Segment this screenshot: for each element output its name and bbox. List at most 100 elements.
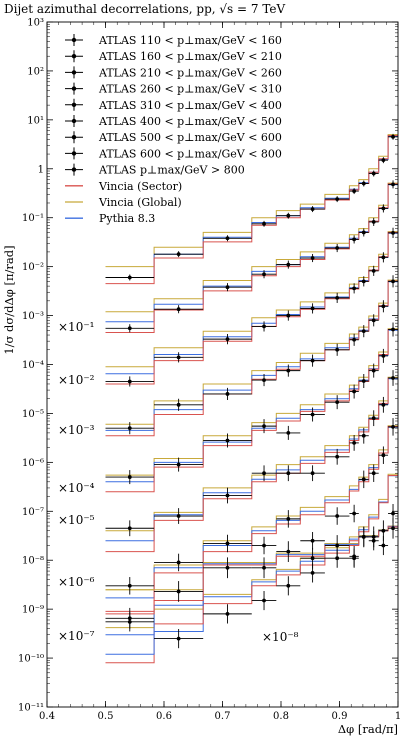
data-point (127, 426, 132, 431)
data-point (352, 389, 357, 394)
y-tick-label: 10⁻³ (22, 311, 44, 322)
data-point (127, 475, 132, 479)
legend-entry: ATLAS 600 < p⊥max/GeV < 800 (98, 147, 282, 160)
y-tick-label: 10⁻⁸ (22, 556, 44, 567)
sector-histogram (105, 135, 398, 285)
scale-annotation: ×10⁻³ (58, 423, 95, 437)
data-point (127, 326, 132, 331)
legend-marker-point (71, 54, 77, 59)
data-point (381, 402, 386, 407)
data-point (391, 511, 395, 516)
data-points (105, 133, 398, 649)
legend-entry: ATLAS 310 < p⊥max/GeV < 400 (98, 99, 282, 112)
data-point (381, 304, 386, 309)
data-point (361, 379, 366, 383)
data-point (225, 541, 230, 546)
sector-histogram (105, 183, 398, 333)
pythia-histogram (105, 281, 398, 431)
data-point (262, 424, 266, 429)
data-point (381, 206, 386, 211)
scale-annotation: ×10⁻² (58, 373, 95, 387)
data-point (176, 462, 181, 467)
data-point (262, 598, 266, 603)
y-tick-label: 10³ (27, 18, 44, 29)
data-point (176, 514, 181, 518)
y-tick-label: 10⁻⁴ (22, 360, 44, 371)
y-tick-label: 10¹ (27, 115, 44, 126)
data-point (286, 368, 291, 373)
data-point (286, 549, 291, 554)
data-point (310, 306, 315, 311)
data-point (310, 358, 315, 363)
sector-histogram (105, 475, 398, 664)
sector-histogram (105, 426, 398, 612)
data-point (310, 412, 315, 417)
data-point (335, 197, 340, 202)
data-point (371, 416, 376, 421)
data-point (361, 433, 366, 438)
x-tick-label: 0.4 (39, 711, 55, 722)
data-point (391, 279, 395, 284)
data-point (335, 400, 340, 405)
data-point (335, 454, 340, 459)
data-point (361, 329, 366, 334)
data-point (127, 616, 132, 621)
data-point (371, 368, 376, 373)
data-point (335, 246, 340, 250)
x-tick-label: 1 (395, 711, 401, 722)
data-point (310, 571, 315, 575)
data-point (262, 471, 266, 476)
data-point (262, 221, 266, 226)
data-point (127, 275, 132, 280)
sector-histogram (105, 280, 398, 437)
legend-entry: ATLAS 400 < p⊥max/GeV < 500 (98, 115, 282, 128)
data-point (391, 425, 395, 429)
legend: ATLAS 110 < p⊥max/GeV < 160 ATLAS 160 < p… (65, 34, 282, 225)
data-point (391, 182, 395, 187)
data-point (225, 337, 230, 342)
pythia-histogram (105, 329, 398, 483)
data-point (371, 268, 376, 273)
data-point (391, 134, 395, 139)
legend-marker-point (71, 151, 77, 156)
data-point (225, 236, 230, 241)
data-point (391, 327, 395, 332)
legend-entry: ATLAS p⊥max/GeV > 800 (98, 164, 245, 177)
y-tick-label: 10² (27, 66, 44, 77)
data-point (361, 230, 366, 235)
scale-annotation: ×10⁻⁸ (262, 630, 299, 644)
data-point (352, 286, 357, 291)
data-point (310, 556, 315, 561)
data-point (361, 279, 366, 284)
x-tick-label: 0.6 (156, 711, 172, 722)
model-histograms (105, 134, 398, 664)
legend-marker-point (71, 102, 77, 108)
legend-entry: ATLAS 210 < p⊥max/GeV < 260 (98, 66, 282, 79)
scale-annotation: ×10⁻¹ (58, 320, 94, 334)
data-point (352, 554, 357, 559)
data-point (310, 256, 315, 260)
data-point (286, 262, 291, 267)
data-point (286, 516, 291, 521)
data-point (127, 379, 132, 384)
data-point (225, 493, 230, 498)
legend-marker-point (71, 86, 77, 91)
sector-histogram (105, 329, 398, 493)
legend-entry: ATLAS 110 < p⊥max/GeV < 160 (98, 34, 282, 47)
legend-marker-point (71, 167, 77, 172)
legend-marker-point (71, 37, 77, 43)
y-tick-label: 10⁻¹ (22, 213, 44, 224)
data-point (352, 189, 357, 193)
y-tick-label: 10⁻⁵ (22, 409, 44, 420)
data-point (335, 295, 340, 300)
legend-entry: Pythia 8.3 (99, 212, 155, 225)
data-point (262, 378, 266, 382)
y-tick-label: 10⁻⁷ (22, 507, 44, 518)
data-point (381, 543, 386, 548)
data-point (352, 511, 357, 516)
y-tick-label: 10⁻⁹ (22, 605, 44, 616)
data-point (286, 471, 291, 476)
data-point (225, 565, 230, 570)
data-point (371, 220, 376, 224)
data-point (310, 538, 315, 543)
